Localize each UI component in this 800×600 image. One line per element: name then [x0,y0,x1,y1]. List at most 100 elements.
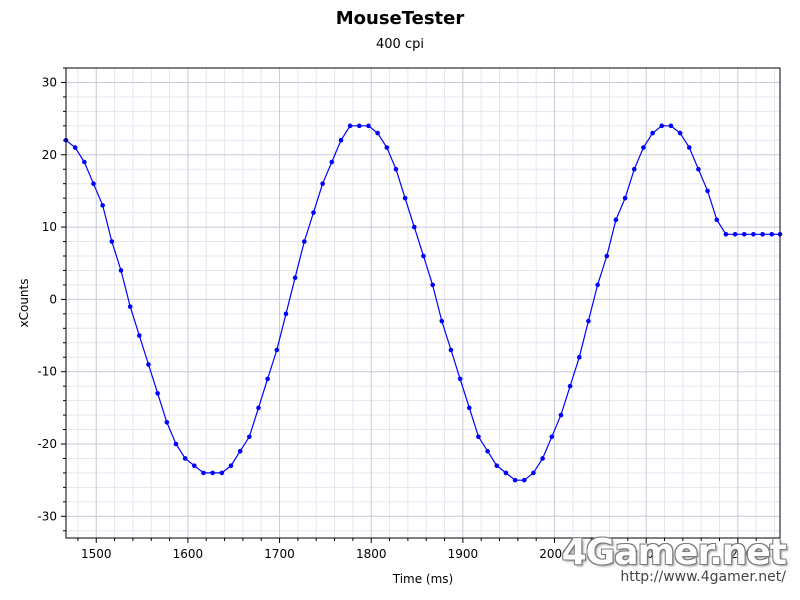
data-point [329,159,335,165]
x-tick-label: 1700 [264,547,295,561]
data-point [256,405,261,411]
data-point [439,318,445,324]
data-point [91,181,96,186]
data-point [228,463,234,468]
chart-subtitle: 400 cpi [376,37,424,52]
data-point [641,145,646,150]
major-grid [66,68,780,538]
data-point [549,434,555,440]
data-point [347,123,353,129]
data-point [164,420,170,425]
data-point [769,232,775,237]
data-point [100,203,105,208]
y-tick-label: 20 [42,148,57,162]
data-point [696,166,701,172]
x-tick-label: 2200 [723,547,754,561]
data-point [567,383,573,389]
data-point [457,376,463,382]
y-tick-label: 10 [42,220,57,234]
data-point [686,145,692,150]
y-axis-ticks: 30 20 10 0 -10 -20 -30 [37,67,66,532]
x-tick-label: 1600 [173,547,204,561]
data-point [512,477,518,483]
data-point [393,166,399,172]
x-tick-label: 1800 [356,547,387,561]
data-point [201,470,206,476]
data-point [586,318,591,324]
data-point [604,253,610,259]
y-tick-label: 30 [42,75,57,89]
y-tick-label: 0 [49,292,57,306]
data-point [705,188,710,194]
data-point [411,224,417,230]
data-point [283,311,289,317]
data-point [741,232,747,237]
y-tick-label: -30 [37,509,57,523]
data-point [402,195,408,201]
data-point [595,282,600,288]
series-points [63,123,783,483]
data-point [292,275,298,280]
x-tick-label: 1900 [448,547,479,561]
data-point [613,217,619,223]
y-tick-label: -20 [37,437,57,451]
data-point [650,130,655,136]
x-axis-ticks: 1500 1600 1700 1800 1900 2000 2100 2200 [77,538,776,561]
x-axis-label: Time (ms) [392,572,454,586]
x-tick-label: 2000 [539,547,570,561]
data-point [137,333,142,338]
data-point [155,391,160,396]
data-point [677,130,683,136]
data-point [521,477,527,483]
data-point [192,463,197,468]
plot-background [66,68,780,538]
data-point [302,239,307,244]
data-point [576,354,582,360]
data-point [751,232,756,237]
data-point [760,232,765,237]
chart-title: MouseTester [335,8,465,29]
data-point [659,123,665,129]
data-point [146,362,151,367]
watermark-url: http://www.4gamer.net/ [620,569,786,585]
data-point [274,347,280,353]
y-axis-label: xCounts [17,279,31,328]
data-point [210,470,215,476]
data-point [448,347,454,353]
data-point [476,434,481,440]
data-point [430,282,435,288]
watermark: 4Gamer.net http://www.4gamer.net/ [561,532,787,585]
data-point [356,123,362,129]
data-point [320,181,325,186]
data-point [219,470,225,476]
data-point [622,195,628,201]
data-point [182,456,188,461]
y-tick-label: -10 [37,365,57,379]
data-point [540,456,545,461]
data-point [265,376,270,382]
data-point [531,470,536,476]
data-point [503,470,509,476]
data-point [247,434,252,440]
plot-frame [65,67,781,539]
data-point [173,441,179,447]
data-point [237,448,243,454]
watermark-logo: 4Gamer.net [561,532,787,573]
data-point [723,232,729,237]
data-point [366,123,371,129]
data-point [311,210,316,215]
x-tick-label: 1500 [81,547,112,561]
data-point [109,239,115,244]
data-point [466,405,472,411]
data-point [384,145,390,150]
x-tick-label: 2100 [631,547,662,561]
data-point [732,232,738,237]
data-point [375,130,380,136]
data-point [714,217,720,223]
data-point [558,412,564,418]
data-point [485,448,490,454]
data-point [631,166,637,172]
data-point [118,268,124,273]
data-point [494,463,500,468]
